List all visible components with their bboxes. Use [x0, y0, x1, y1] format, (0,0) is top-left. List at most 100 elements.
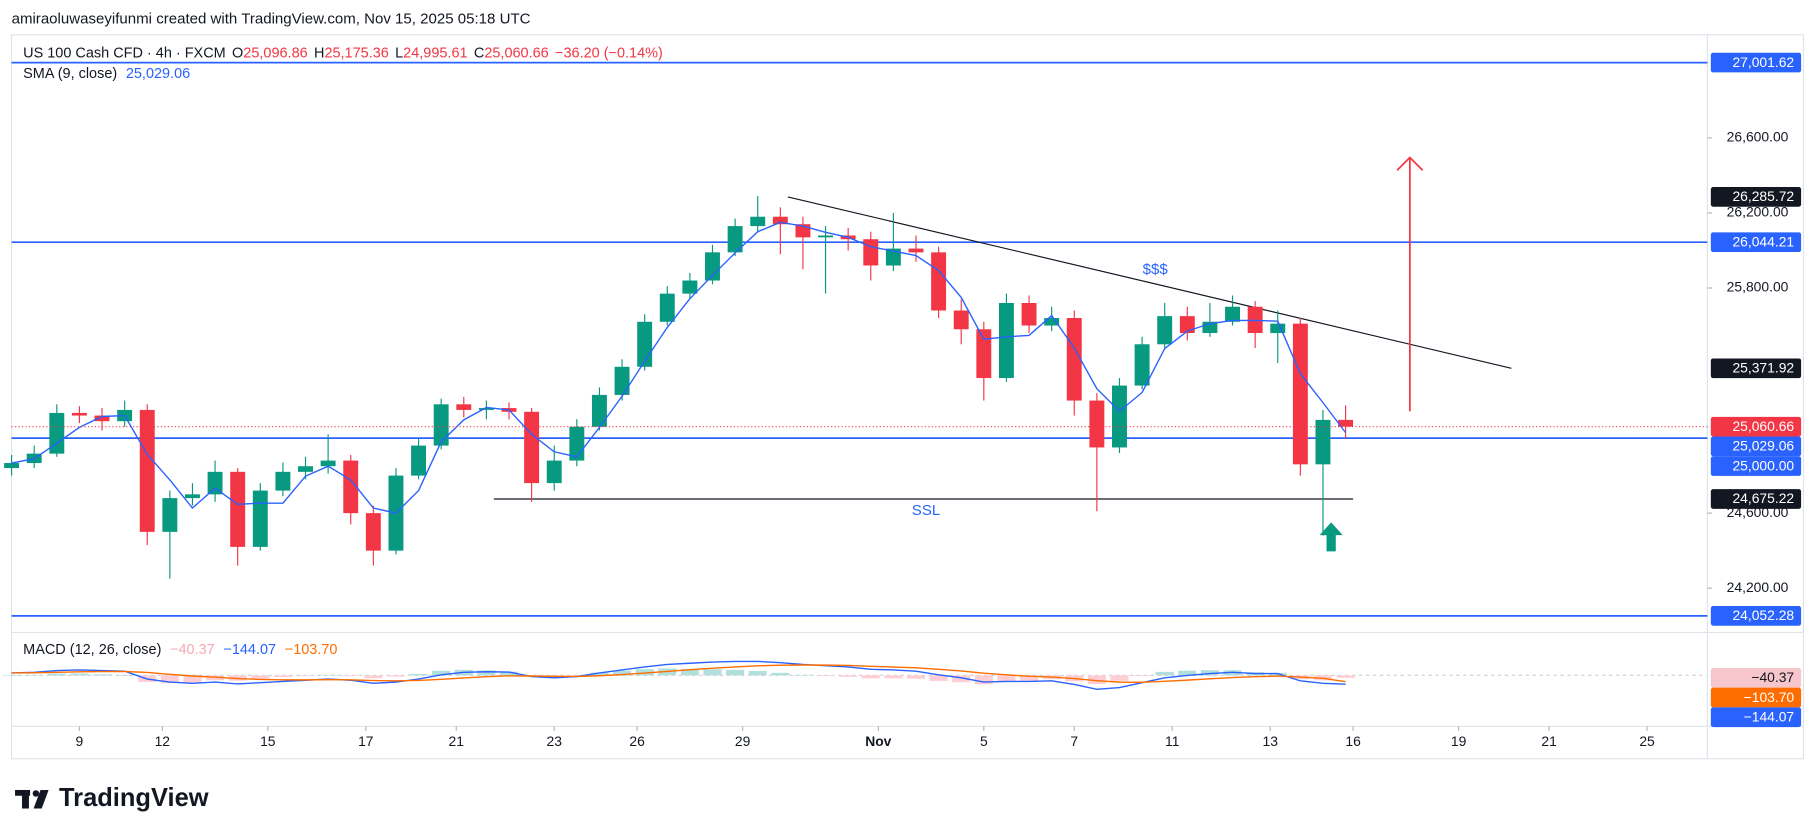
macd-histogram-bar — [680, 668, 699, 676]
candle-body — [1270, 323, 1286, 334]
macd-histogram-bar — [816, 675, 835, 676]
candle-body — [1225, 306, 1240, 322]
price-label-box — [1710, 667, 1802, 688]
price-label: 27,001.62 — [1710, 52, 1802, 73]
macd-histogram-bar — [47, 673, 66, 676]
ohlc-key: H — [314, 45, 324, 61]
macd-histogram-bar — [319, 674, 338, 676]
x-tick-label: 5 — [980, 733, 988, 749]
macd-histogram-bar — [906, 675, 926, 679]
candle-body — [1044, 318, 1060, 326]
price-label-text: 26,044.21 — [1732, 233, 1794, 249]
macd-histogram-bar — [92, 674, 112, 676]
arrow-head — [1396, 156, 1424, 171]
macd-name: MACD (12, 26, close) — [23, 642, 161, 658]
candle-body — [727, 226, 743, 253]
price-label: −40.37 — [1710, 667, 1802, 688]
macd-histogram-bar — [726, 669, 745, 676]
macd-histogram-bar — [929, 675, 948, 681]
candle-body — [682, 280, 698, 294]
logo-text: TradingView — [59, 784, 209, 812]
macd-histogram-bar — [861, 675, 880, 679]
logo: TradingView — [15, 784, 209, 812]
macd-line-value: −144.07 — [223, 642, 276, 658]
macd-histogram-bar — [477, 670, 496, 676]
candle-body — [953, 310, 969, 330]
plot: 24,200.0024,600.0025,800.0026,200.0026,6… — [2, 52, 1802, 749]
macd-histogram-bar — [793, 674, 812, 676]
macd-histogram-bar — [974, 675, 993, 685]
annotation: SSL — [912, 502, 940, 519]
logo-icon — [33, 789, 49, 809]
macd-histogram-bar — [1155, 671, 1174, 676]
macd-histogram-bar — [386, 675, 405, 677]
x-tick-label: 7 — [1070, 733, 1078, 749]
candle-body — [94, 415, 110, 422]
y-tick-label: 26,600.00 — [1727, 129, 1789, 145]
macd-histogram-bar — [409, 673, 428, 676]
macd-histogram-bar — [997, 675, 1016, 683]
x-tick-label: 26 — [629, 733, 645, 749]
macd-histogram-bar — [635, 669, 654, 676]
price-label: −144.07 — [1710, 707, 1802, 728]
candle-body — [931, 252, 947, 311]
macd-histogram-bar — [115, 675, 134, 676]
price-label-text: 27,001.62 — [1732, 54, 1794, 70]
x-tick-label: 13 — [1263, 733, 1279, 749]
macd-histogram-bar — [590, 672, 609, 676]
x-tick-label: 29 — [735, 733, 751, 749]
price-label-box — [1710, 232, 1802, 253]
ohlc-value: 25,175.36 — [324, 45, 388, 61]
candle-body — [772, 216, 788, 225]
y-tick-label: 25,800.00 — [1727, 279, 1789, 295]
chart-border — [10, 34, 1805, 760]
price-label-text: −40.37 — [1751, 669, 1794, 685]
candle-body — [343, 460, 359, 514]
price-label-text: 25,029.06 — [1732, 438, 1794, 454]
macd-histogram-bar — [771, 672, 790, 676]
macd-histogram-bar — [1336, 675, 1355, 678]
x-tick-label: 11 — [1165, 733, 1180, 749]
x-tick-label: 16 — [1345, 733, 1361, 749]
price-label-text: 24,052.28 — [1732, 607, 1794, 623]
price-label-box — [1710, 187, 1802, 207]
price-label: 24,675.22 — [1710, 489, 1802, 509]
macd-histogram-bar — [251, 675, 270, 679]
candle-body — [320, 460, 336, 467]
drawn-line — [787, 196, 1512, 369]
candle-body — [365, 513, 381, 551]
candle-body — [1202, 321, 1218, 334]
x-tick-label: 23 — [547, 733, 563, 749]
x-tick-label: Nov — [865, 733, 891, 749]
macd-histogram-bar — [1133, 675, 1152, 676]
candle-body — [976, 329, 992, 379]
candle-body — [705, 252, 720, 281]
y-tick-label: 24,200.00 — [1727, 579, 1789, 595]
price-label-text: 25,371.92 — [1732, 360, 1794, 376]
ohlc-key: L — [395, 45, 403, 61]
candle-body — [1112, 385, 1127, 448]
macd-histogram-bar — [273, 675, 292, 678]
price-label-box — [1710, 436, 1802, 457]
macd-signal — [11, 664, 1346, 683]
candle-body — [4, 463, 20, 469]
price-label-box — [1710, 52, 1802, 73]
candle-body — [184, 494, 200, 499]
price-label: 26,044.21 — [1710, 232, 1802, 253]
annotation: $$$ — [1143, 261, 1169, 278]
price-label: 25,029.06 — [1710, 436, 1802, 457]
macd-histogram-bar — [748, 671, 767, 676]
y-tick-label: 26,200.00 — [1727, 204, 1789, 220]
x-tick-label: 9 — [76, 733, 84, 749]
macd-histogram-bar — [432, 670, 451, 676]
macd-histogram-bar — [839, 675, 858, 677]
credit: amiraoluwaseyifunmi created with Trading… — [12, 11, 531, 28]
candle-body — [591, 394, 607, 427]
price-label-text: −144.07 — [1744, 708, 1795, 724]
macd-histogram-bar — [2, 675, 21, 676]
candle-body — [524, 411, 540, 484]
price-label-text: −103.70 — [1744, 689, 1795, 705]
ohlc-value: 25,096.86 — [243, 45, 307, 61]
x-tick-label: 15 — [260, 733, 276, 749]
